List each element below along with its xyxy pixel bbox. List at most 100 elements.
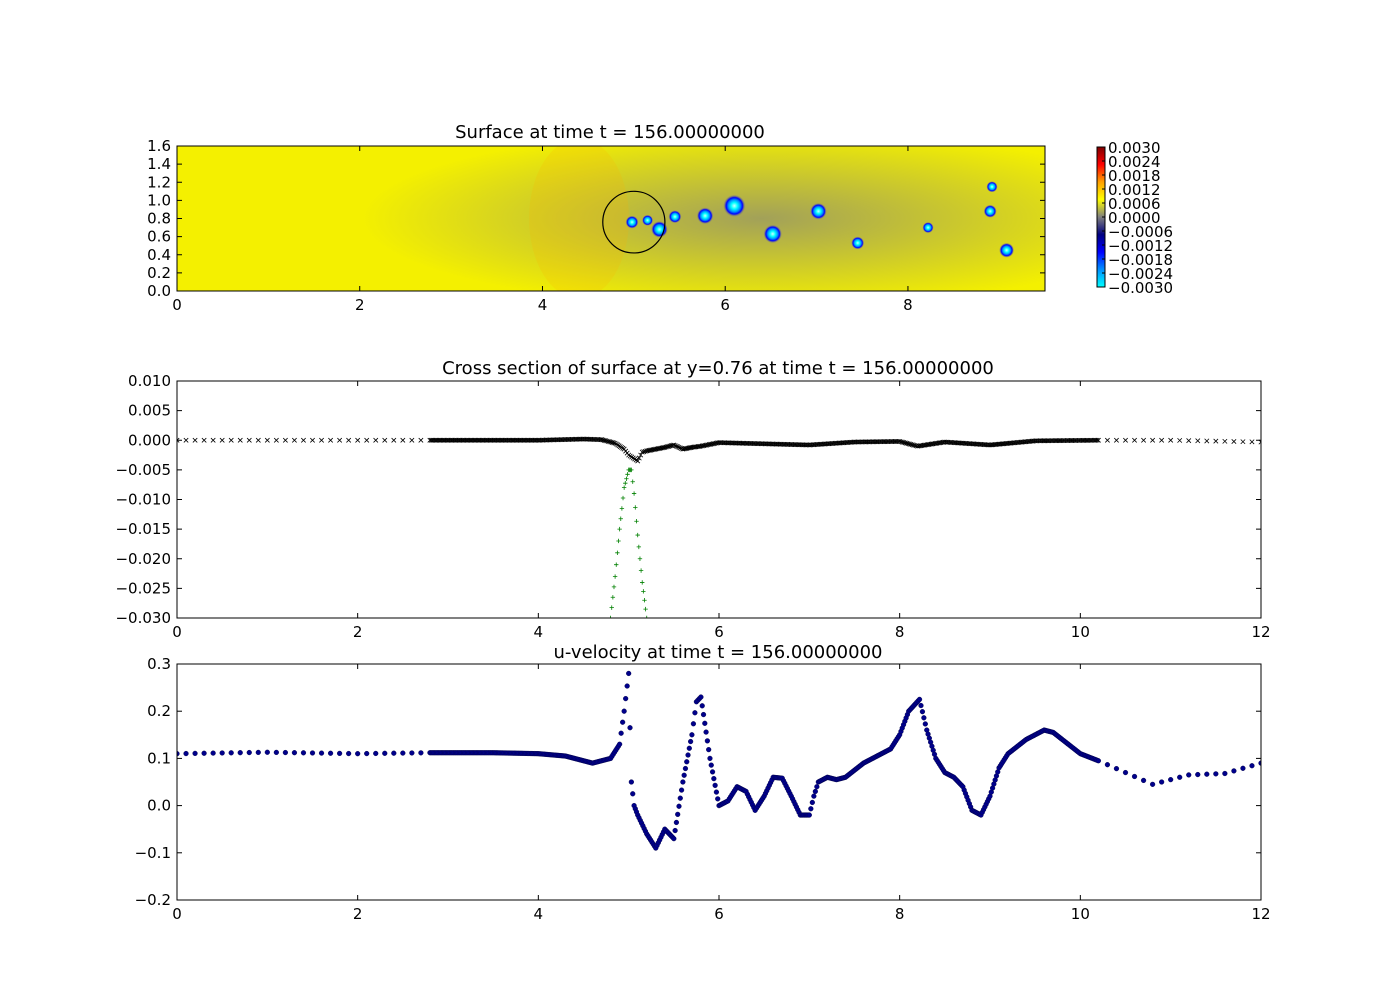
surface-point [1150,437,1156,443]
surface-point [672,443,678,449]
surface-point [346,437,352,443]
bathymetry-point [609,605,614,610]
surface-point [264,437,270,443]
vortex-mark [851,236,865,250]
velocity-point [814,784,820,790]
vortex-mark [922,222,934,234]
surface-heatmap-ytick-label: 0.6 [147,228,171,246]
surface-point [641,449,647,455]
u-velocity-ytick-label: 0.1 [147,749,171,767]
surface-point [636,455,642,461]
velocity-point [409,750,415,756]
velocity-point [246,749,252,756]
velocity-point [418,750,424,756]
velocity-point [617,741,623,747]
surface-heatmap-xtick-label: 6 [720,296,730,314]
velocity-point [699,703,705,709]
bathymetry-point [616,538,621,544]
surface-point [328,437,334,443]
velocity-point [707,755,713,762]
vortex-mark [763,224,782,244]
velocity-point [916,696,923,703]
bathymetry-point [629,467,634,473]
cross-section-frame [176,380,1262,619]
surface-heatmap-xtick-label: 2 [355,296,365,314]
velocity-point [373,750,379,757]
bathymetry-point [630,479,635,484]
colorbar-tick-label: 0.0012 [1108,181,1161,199]
surface-point [906,441,912,447]
bathymetry-point [634,519,639,524]
bathymetry-point [631,491,637,496]
velocity-point [715,796,721,802]
velocity-point [711,776,717,782]
u-velocity-ytick-label: 0.2 [147,702,171,720]
bathymetry-point [644,615,649,618]
velocity-point [364,750,370,757]
velocity-point [918,702,924,709]
velocity-point [700,711,707,718]
bathymetry-point [637,556,643,561]
bathymetry-point [640,580,645,585]
velocity-point [1149,781,1156,787]
vortex-mark [696,207,714,225]
velocity-point [1231,768,1237,774]
vortex-mark [983,204,997,218]
bathymetry-point [612,574,618,579]
velocity-point [689,732,695,738]
cross-section-ytick-label: −0.015 [115,520,171,538]
surface-point [210,437,216,443]
surface-point [898,439,904,445]
velocity-point [1095,758,1102,764]
velocity-point [1249,763,1255,769]
surface-point [291,437,297,443]
velocity-point [704,738,710,744]
cross-section-ytick-label: −0.025 [115,579,171,597]
vortex-mark [642,214,654,226]
velocity-point [237,750,243,756]
velocity-point [671,836,677,842]
surface-point [364,437,370,443]
vortex-mark [625,215,639,229]
velocity-point [706,747,712,753]
velocity-point [264,749,270,755]
surface-point [675,444,681,450]
surface-point [382,437,388,443]
bathymetry-point [621,485,627,490]
surface-point [905,441,911,447]
u-velocity-xtick-label: 10 [1071,905,1090,923]
velocity-point [621,708,627,714]
surface-point [310,437,315,443]
vortex-mark [810,203,827,220]
velocity-point [676,803,682,809]
surface-point [909,442,915,448]
cross-section-xtick-label: 12 [1251,623,1270,641]
bathymetry-point [643,606,648,612]
velocity-point [291,750,298,756]
u-velocity-ytick-label: −0.2 [135,891,171,909]
surface-point [1168,437,1174,443]
bathymetry-point [633,505,638,510]
surface-point [1123,437,1128,443]
velocity-point [809,799,815,806]
velocity-point [703,729,709,735]
vortex-mark [668,210,682,224]
u-velocity-xtick-label: 8 [895,905,905,923]
velocity-point [627,725,633,731]
cross-section-xtick-label: 10 [1071,623,1090,641]
colorbar-tick-label: −0.0018 [1108,251,1173,269]
surface-heatmap-ytick-label: 0.0 [147,282,171,300]
bathymetry-point [614,562,619,567]
colorbar-tick-label: 0.0006 [1108,195,1161,213]
colorbar-tick-label: 0.0000 [1108,209,1161,227]
bathymetry-point [623,481,628,486]
surface-heatmap-ytick-label: 1.6 [147,137,171,155]
surface-point [192,437,198,443]
bathymetry-point [642,598,647,603]
colorbar-tick-label: −0.0030 [1108,279,1173,297]
velocity-point [686,745,692,751]
surface-point [355,437,361,443]
velocity-point [812,788,818,795]
surface-point [1104,437,1110,443]
surface-point [1177,437,1183,443]
